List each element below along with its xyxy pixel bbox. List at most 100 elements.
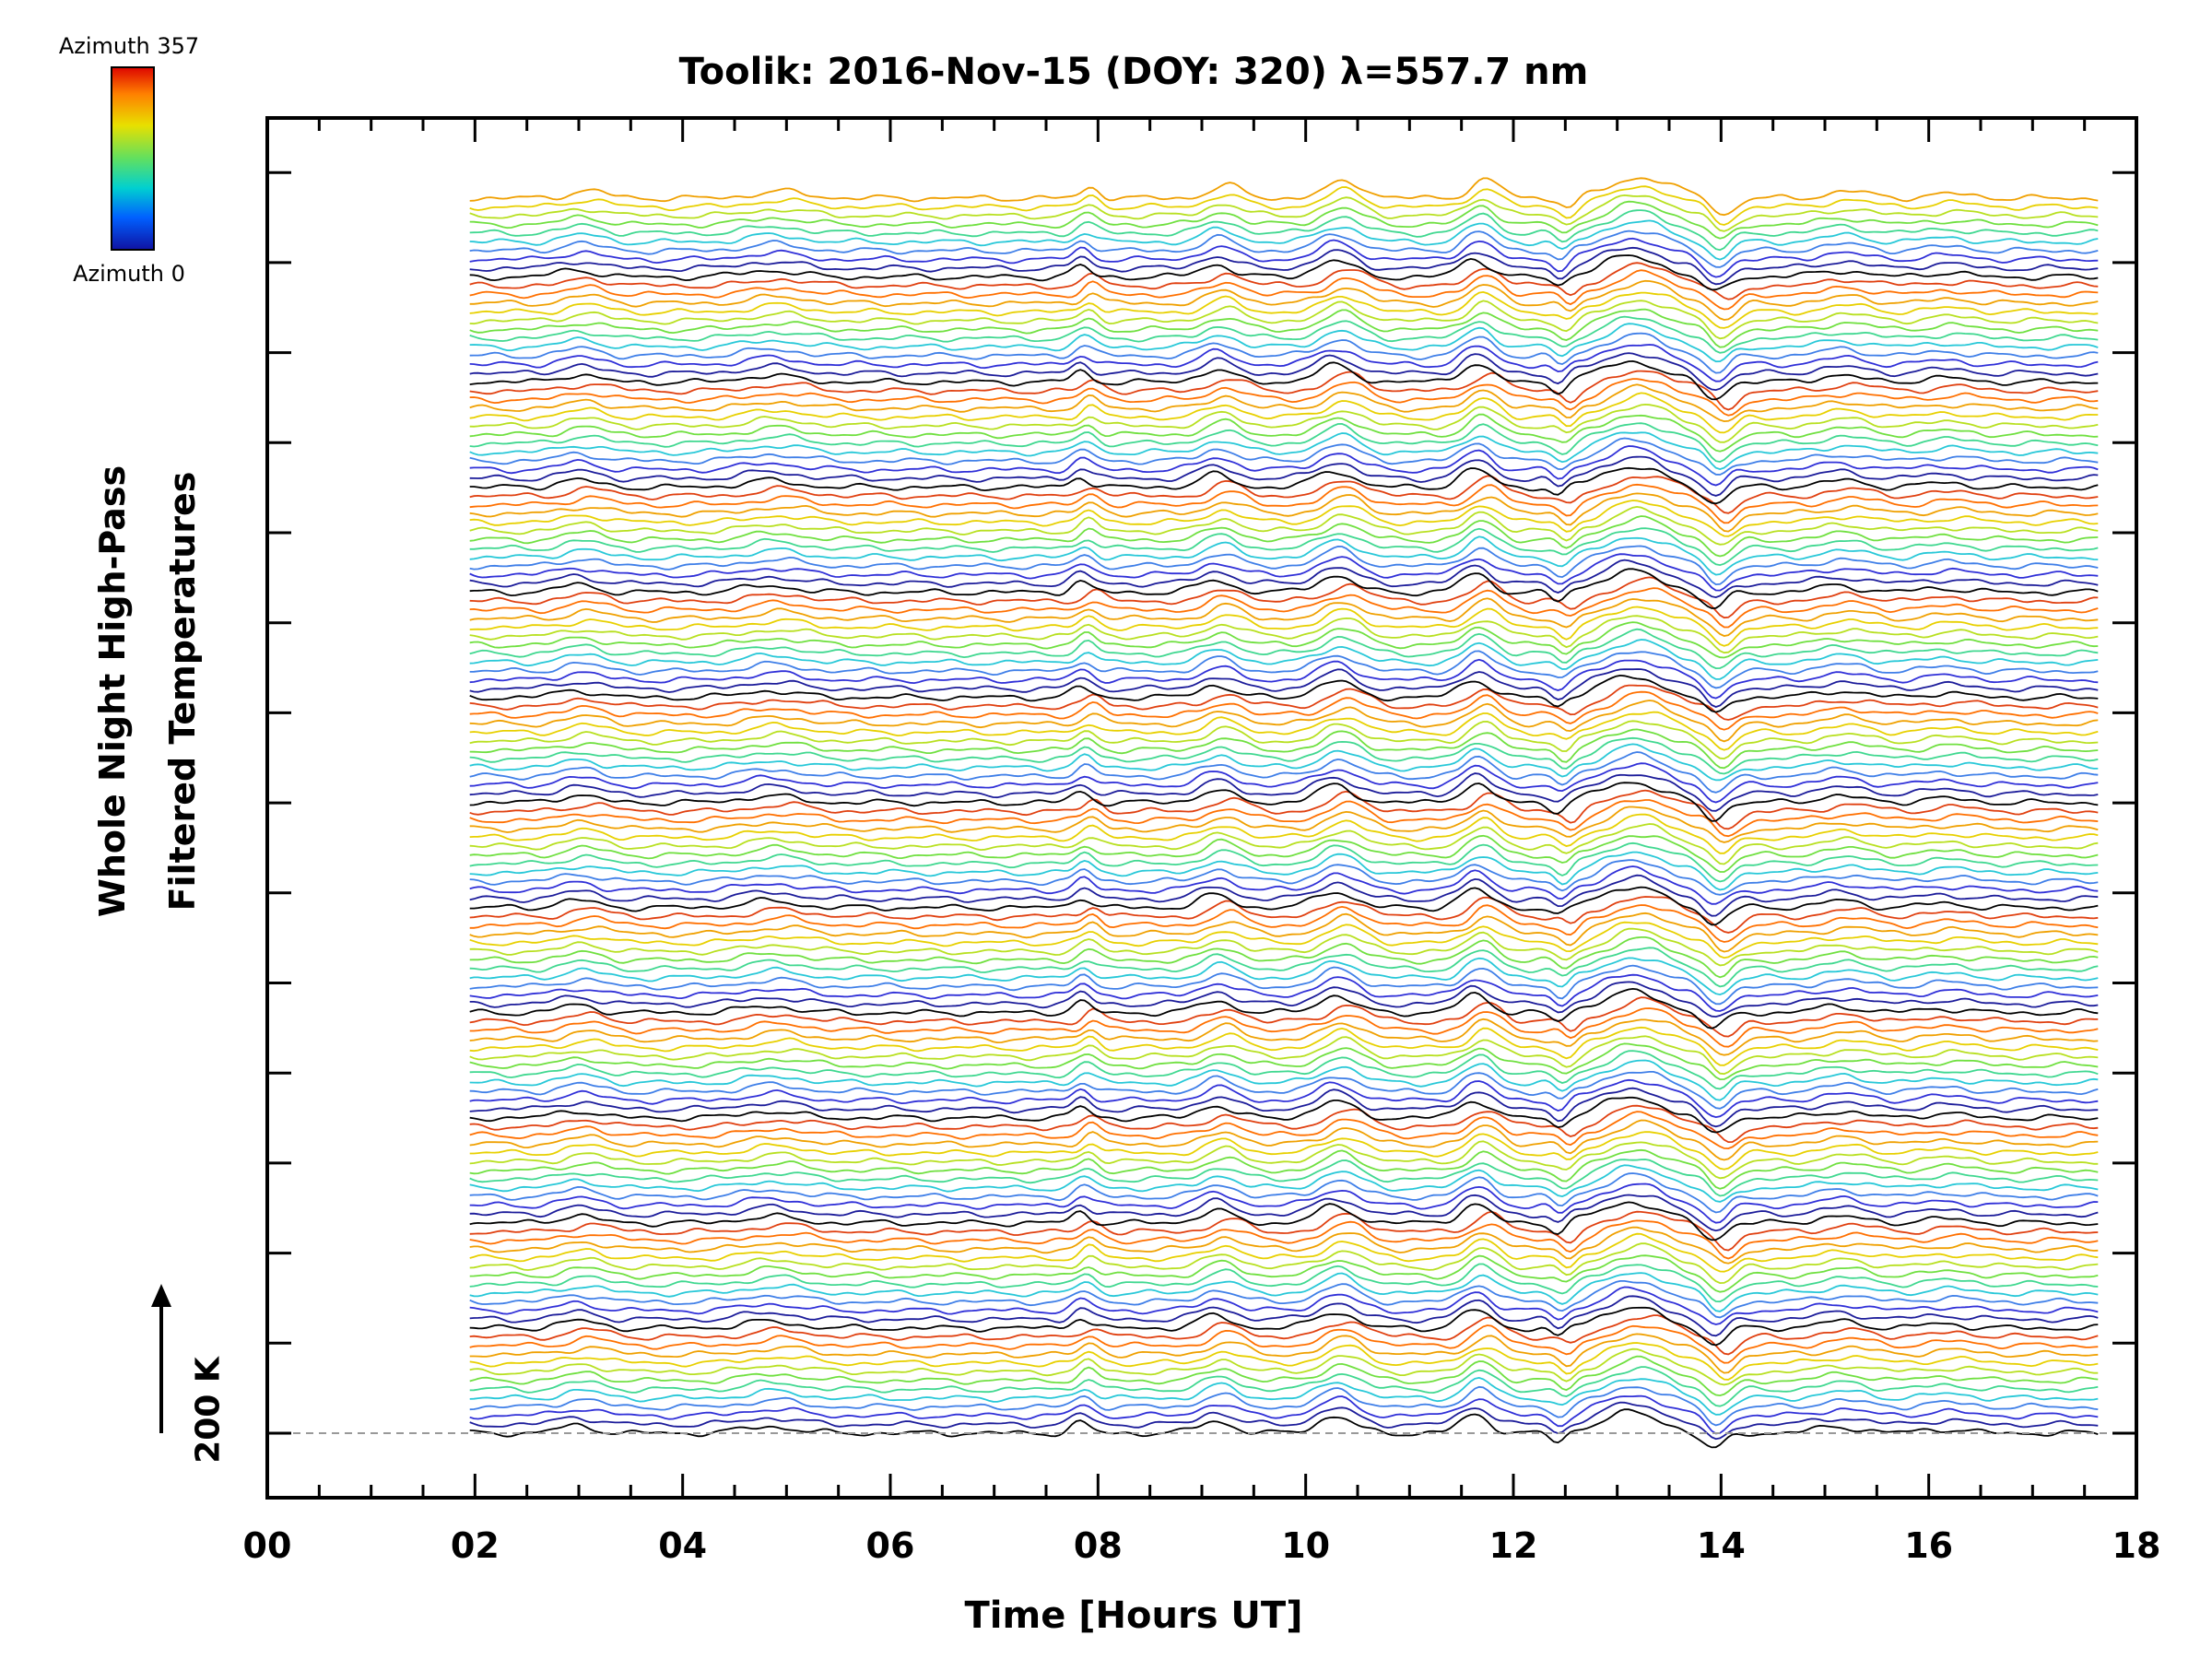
temperature-series-line (469, 957, 2099, 996)
temperature-series-line (469, 229, 2099, 268)
temperature-series-line (469, 1342, 2099, 1381)
temperature-series-line (469, 527, 2099, 567)
temperature-series-line (469, 1050, 2099, 1090)
temperature-series-line (469, 621, 2099, 659)
temperature-series-line (469, 200, 2099, 240)
temperature-series-line (469, 483, 2099, 524)
temperature-series-line (469, 841, 2099, 883)
temperature-series-line (469, 674, 2099, 713)
temperature-series-line (469, 973, 2099, 1012)
temperature-series-line (469, 1272, 2099, 1312)
temperature-series-line (469, 1042, 2099, 1081)
temperature-series-line (469, 743, 2099, 782)
temperature-series-line (469, 1219, 2099, 1260)
x-tick-label: 00 (242, 1525, 292, 1566)
temperature-series-line (469, 587, 2099, 629)
temperature-series-line (469, 751, 2099, 794)
temperature-series-line (469, 981, 2099, 1018)
temperature-series-line (469, 597, 2099, 637)
scale-arrow (151, 1284, 171, 1433)
temperature-series-line (469, 1263, 2099, 1303)
temperature-series-line (469, 422, 2099, 464)
temperature-series-line (469, 711, 2099, 751)
temperature-series-line (469, 383, 2099, 423)
y-axis-label-line-2: Filtered Temperatures (162, 471, 203, 912)
temperature-series-line (469, 1232, 2099, 1273)
temperature-series-line (469, 1104, 2099, 1144)
x-axis-label: Time [Hours UT] (964, 1594, 1303, 1637)
temperature-series-line (469, 1164, 2099, 1203)
temperature-series-line (469, 1035, 2099, 1076)
temperature-series-line (469, 896, 2099, 934)
temperature-series-line (469, 772, 2099, 812)
temperature-series-line (469, 332, 2099, 374)
x-tick-label: 08 (1073, 1525, 1123, 1566)
x-tick-label: 12 (1488, 1525, 1538, 1566)
temperature-series-line (469, 246, 2099, 286)
temperature-series-line (469, 455, 2099, 497)
y-axis-label-line-1: Whole Night High-Pass (92, 465, 133, 918)
temperature-series-line (469, 762, 2099, 804)
temperature-series-line (469, 628, 2099, 670)
temperature-series-line (469, 639, 2099, 680)
temperature-series-line (469, 413, 2099, 453)
temperature-series-line (469, 736, 2099, 775)
temperature-series-line (469, 1333, 2099, 1374)
temperature-series-line (469, 254, 2099, 291)
temperature-series-line (469, 308, 2099, 348)
temperature-series-line (469, 359, 2099, 401)
y-axis-label: Whole Night High-Pass Filtered Temperatu… (83, 350, 212, 1032)
temperature-series-line (469, 1131, 2099, 1171)
temperature-series-line (469, 936, 2099, 979)
scale-bar-label: 200 K (189, 1357, 228, 1464)
colorbar-top-label: Azimuth 357 (58, 33, 200, 59)
temperature-series-line (469, 865, 2099, 905)
temperature-series-line (469, 1324, 2099, 1364)
temperature-series-line (469, 194, 2099, 232)
temperature-series-line (469, 262, 2099, 300)
temperature-series-line (469, 996, 2099, 1038)
temperature-series-line (469, 1306, 2099, 1347)
temperature-series-line (469, 921, 2099, 959)
temperature-series-line (469, 352, 2099, 392)
temperature-series-line (469, 568, 2099, 609)
temperature-series-line (469, 515, 2099, 558)
temperature-series-line (469, 219, 2099, 261)
temperature-series-line (469, 1366, 2099, 1407)
temperature-series-line (469, 559, 2099, 599)
temperature-series-line (469, 1159, 2099, 1197)
temperature-series-line (469, 904, 2099, 943)
temperature-series-line (469, 1401, 2099, 1441)
temperature-series-line (469, 505, 2099, 546)
temperature-series-line (469, 1140, 2099, 1180)
temperature-series-line (469, 437, 2099, 476)
temperature-series-line (469, 684, 2099, 721)
temperature-series-line (469, 300, 2099, 340)
temperature-series-line (469, 237, 2099, 278)
temperature-series-line (469, 606, 2099, 647)
chart-title: Toolik: 2016-Nov-15 (DOY: 320) λ=557.7 n… (678, 51, 1589, 93)
colorbar-gradient (111, 66, 155, 251)
temperature-series-line (469, 874, 2099, 917)
temperature-series-line (469, 728, 2099, 770)
temperature-series-line (469, 947, 2099, 988)
temperature-series-line (469, 886, 2099, 926)
temperature-series-line (469, 1148, 2099, 1190)
x-tick-label: 06 (865, 1525, 915, 1566)
temperature-series-line (469, 1194, 2099, 1232)
temperature-series-line (469, 912, 2099, 953)
temperature-series-line (469, 987, 2099, 1030)
temperature-series-line (469, 290, 2099, 329)
temperature-series-line (469, 370, 2099, 411)
temperature-series-line (469, 615, 2099, 654)
temperature-series-line (469, 269, 2099, 311)
temperature-series-line (469, 851, 2099, 891)
temperature-series-line (469, 431, 2099, 471)
axis-ticks (265, 118, 2138, 1498)
temperature-series-line (469, 445, 2099, 487)
temperature-series-line (469, 1096, 2099, 1134)
x-tick-label: 16 (1904, 1525, 1954, 1566)
temperature-series-line (469, 1226, 2099, 1265)
temperature-series-line (469, 1376, 2099, 1416)
